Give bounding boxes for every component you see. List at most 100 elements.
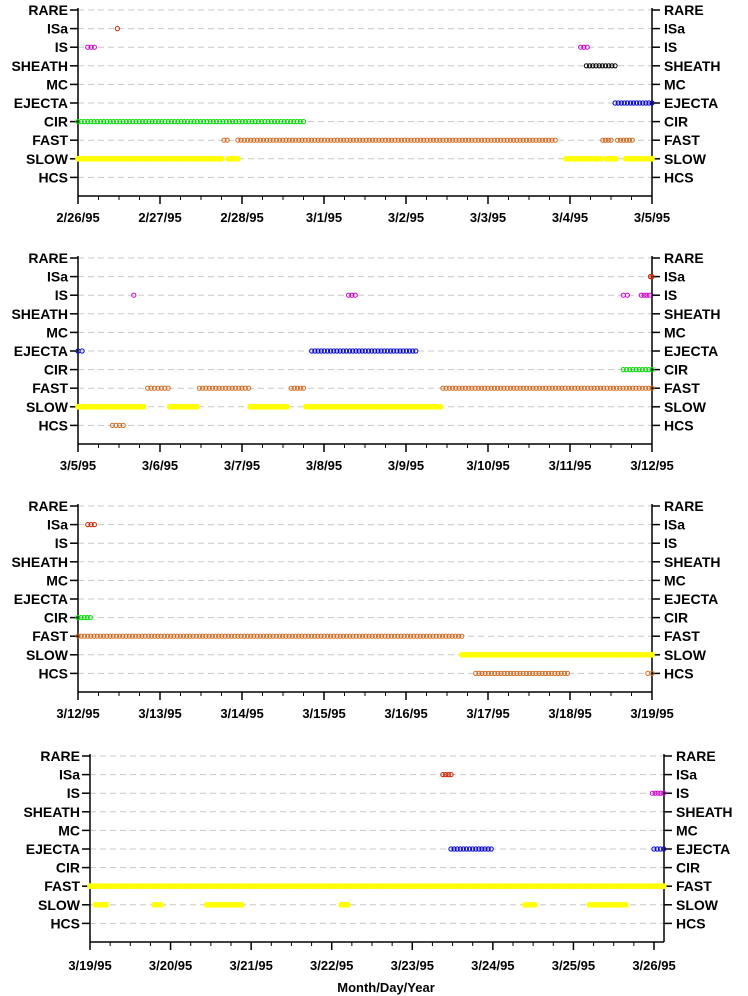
data-point: [467, 846, 473, 852]
category-label-right: HCS: [664, 417, 694, 433]
data-point: [281, 119, 287, 125]
data-point: [395, 137, 401, 143]
segment-slow: [203, 901, 245, 908]
data-point: [552, 670, 558, 677]
data-point: [346, 292, 352, 298]
data-point: [404, 633, 410, 639]
data-point: [200, 385, 206, 391]
data-point: [530, 137, 536, 143]
data-point: [347, 137, 353, 143]
data-point: [91, 522, 98, 528]
data-point: [427, 633, 433, 639]
data-point: [479, 846, 485, 852]
data-point: [456, 385, 462, 391]
data-point: [369, 137, 376, 143]
segment-ejecta: [448, 846, 494, 852]
segment-slow: [92, 901, 109, 908]
data-point: [637, 100, 643, 106]
data-point: [584, 44, 590, 50]
data-point: [264, 137, 270, 143]
data-point: [504, 385, 510, 391]
data-point: [472, 137, 478, 143]
data-point: [94, 633, 100, 639]
data-point: [213, 385, 219, 391]
data-point: [617, 385, 623, 391]
segment-isa: [114, 26, 121, 32]
data-point: [654, 846, 660, 852]
x-tick-label: 3/11/95: [549, 458, 592, 473]
x-tick-label: 3/22/95: [310, 958, 353, 973]
data-point: [440, 772, 446, 778]
data-point: [641, 292, 647, 298]
data-point: [236, 385, 242, 391]
data-point: [114, 119, 120, 125]
category-label-left: SLOW: [38, 897, 81, 913]
data-point: [646, 292, 653, 298]
data-point: [649, 651, 655, 658]
data-point: [536, 137, 542, 143]
data-point: [555, 670, 561, 677]
data-point: [609, 63, 615, 69]
data-point: [644, 292, 650, 298]
data-point: [104, 119, 110, 125]
data-point: [356, 348, 362, 354]
data-point: [485, 385, 491, 391]
data-point: [259, 119, 265, 125]
data-point: [155, 119, 162, 125]
category-label-right: IS: [664, 535, 677, 551]
data-point: [337, 633, 343, 639]
data-point: [88, 522, 94, 528]
data-point: [620, 385, 626, 391]
data-point: [649, 385, 655, 391]
data-point: [242, 385, 248, 391]
data-point: [129, 633, 135, 639]
data-point: [418, 137, 424, 143]
data-point: [283, 137, 289, 143]
data-point: [85, 119, 91, 125]
data-point: [312, 348, 318, 354]
data-point: [334, 137, 340, 143]
data-point: [612, 100, 618, 106]
data-point: [164, 633, 171, 639]
data-point: [498, 137, 504, 143]
segment-isa: [647, 274, 655, 280]
segment-is: [346, 292, 358, 298]
data-point: [386, 137, 392, 143]
segment-fast: [235, 137, 558, 143]
category-label-left: IS: [55, 287, 68, 303]
data-point: [446, 385, 452, 391]
data-point: [216, 385, 222, 391]
data-point: [410, 348, 416, 354]
data-point: [526, 670, 533, 677]
data-point: [97, 119, 104, 125]
data-point: [392, 633, 398, 639]
data-point: [531, 901, 538, 908]
data-point: [155, 633, 161, 639]
segment-fast: [75, 633, 465, 639]
data-point: [378, 348, 384, 354]
data-point: [321, 137, 327, 143]
data-point: [334, 633, 340, 639]
data-point: [278, 119, 284, 125]
data-point: [417, 633, 423, 639]
category-label-right: CIR: [664, 610, 688, 626]
category-label-left: FAST: [32, 628, 68, 644]
data-point: [440, 633, 446, 639]
x-tick-label: 3/12/95: [56, 706, 99, 721]
data-point: [620, 137, 627, 143]
category-label-left: FAST: [32, 380, 68, 396]
data-point: [324, 348, 331, 354]
data-point: [453, 137, 459, 143]
data-point: [331, 137, 337, 143]
data-point: [210, 119, 216, 125]
data-point: [305, 633, 311, 639]
data-point: [491, 385, 497, 391]
data-point: [168, 633, 174, 639]
data-point: [352, 292, 358, 298]
data-point: [296, 633, 302, 639]
data-point: [359, 348, 365, 354]
data-point: [583, 63, 590, 69]
data-point: [206, 385, 212, 391]
data-point: [91, 119, 97, 125]
data-point: [216, 633, 222, 639]
